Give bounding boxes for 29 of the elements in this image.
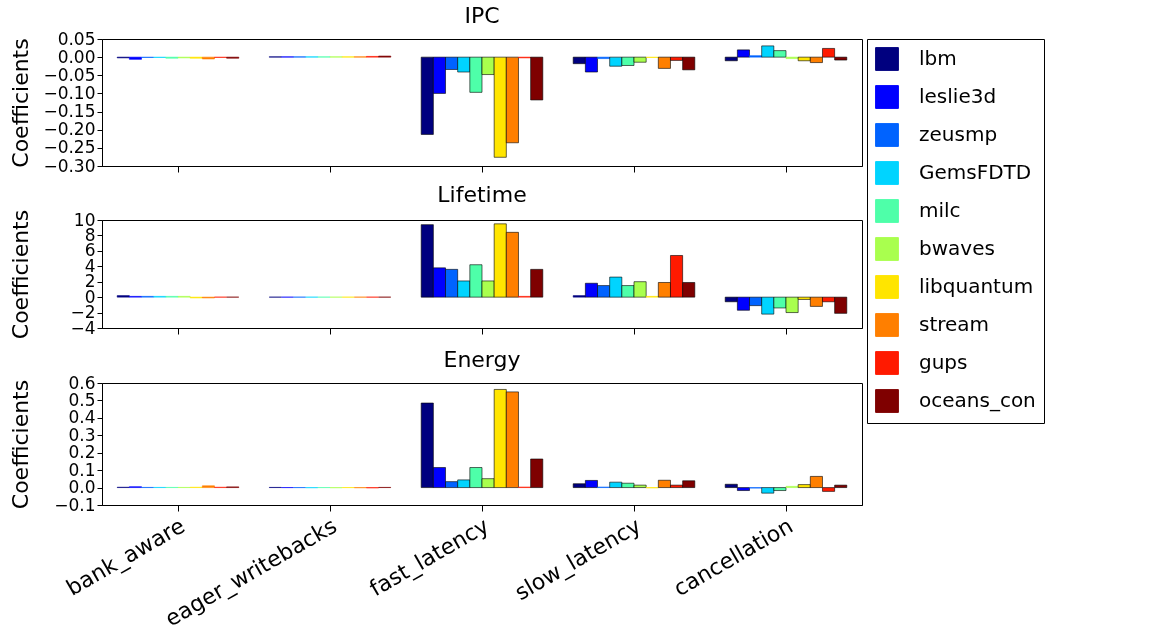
legend-label: zeusmp — [919, 122, 998, 146]
y-tick-label: 0.00 — [57, 46, 96, 67]
bar — [129, 56, 142, 60]
y-axis-title: Coefficients — [7, 209, 33, 340]
chart-title: IPC — [464, 3, 500, 28]
y-tick-label: −0.30 — [43, 155, 96, 176]
y-tick-label: −0.25 — [43, 137, 96, 158]
y-tick-label: −0.10 — [43, 82, 96, 103]
legend-label: lbm — [919, 46, 957, 70]
chart-title: Energy — [443, 347, 521, 372]
y-axis-title: Coefficients — [7, 379, 33, 510]
legend-label: libquantum — [919, 274, 1034, 298]
legend-label: gups — [919, 350, 968, 374]
legend-label: leslie3d — [919, 84, 997, 108]
y-tick-label: −0.20 — [43, 119, 96, 140]
y-tick-label: −0.15 — [43, 101, 96, 122]
legend-label: milc — [919, 198, 961, 222]
chart-title: Lifetime — [437, 182, 527, 208]
y-tick-label: −4 — [70, 317, 96, 338]
y-tick-label: −0.05 — [43, 64, 96, 85]
legend-label: GemsFDTD — [919, 160, 1032, 184]
legend-label: bwaves — [919, 236, 995, 260]
bar — [530, 56, 544, 101]
legend-label: oceans_con — [919, 388, 1036, 412]
bar — [530, 458, 544, 488]
bar — [530, 269, 544, 298]
legend-label: stream — [919, 312, 990, 336]
y-tick-label: 0.05 — [57, 28, 96, 49]
y-axis-title: Coefficients — [7, 38, 33, 168]
